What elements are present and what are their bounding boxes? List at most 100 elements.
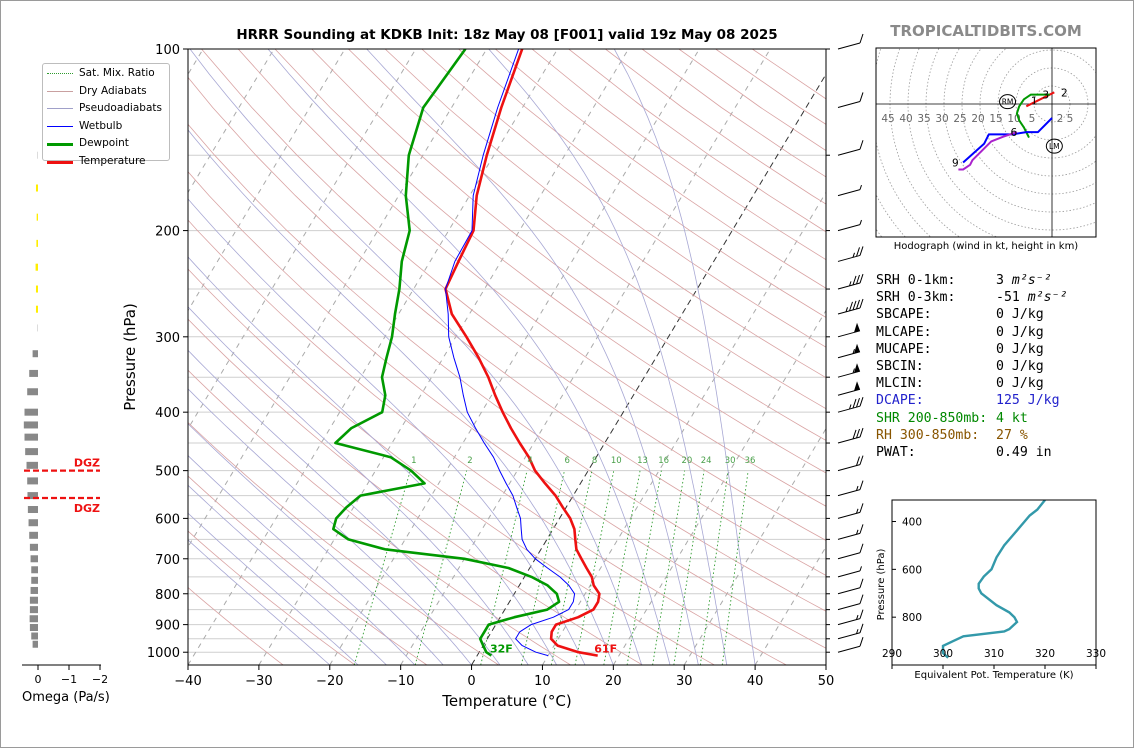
dry-adiabat	[188, 123, 826, 612]
stat-value: 125 J/kg	[996, 393, 1060, 409]
stat-row: SRH 0-3km: -51 m²s⁻²	[876, 289, 1106, 306]
mixing-ratio-label: 30	[725, 456, 736, 466]
hodo-trace	[1015, 93, 1050, 138]
barb-staff	[837, 148, 861, 156]
stat-value: 0 J/kg	[996, 358, 1044, 374]
stat-value: 4 kt	[996, 410, 1028, 426]
y-axis-label: Pressure (hPa)	[121, 303, 139, 411]
y-tick-label: 100	[155, 43, 180, 58]
mixing-ratio-label: 2	[467, 456, 472, 466]
hodo-ring-label: 45	[881, 113, 894, 125]
stat-row: SRH 0-1km: 3 m²s⁻²	[876, 272, 1106, 289]
barb-full	[852, 300, 857, 311]
barb-half	[856, 629, 859, 634]
barb-flag	[854, 363, 860, 373]
legend-swatch	[47, 73, 73, 74]
wind-barb	[837, 363, 861, 378]
wind-barb	[837, 637, 864, 653]
hodo-height-label: 2	[1061, 87, 1068, 99]
wind-barb	[837, 480, 864, 497]
theta-e-x-label: Equivalent Pot. Temperature (K)	[914, 670, 1073, 681]
x-tick-label: 40	[747, 674, 764, 689]
mixing-ratio-line	[574, 470, 615, 665]
wind-barb	[837, 566, 862, 578]
omega-bar	[35, 184, 38, 192]
pseudo-adiabat	[188, 129, 614, 665]
stat-label: SRH 0-1km:	[876, 273, 956, 288]
hodo-frame	[875, 47, 1097, 238]
stat-value: 3 m²s⁻²	[996, 273, 1052, 288]
stat-label: SHR 200-850mb:	[876, 410, 988, 426]
barb-staff	[837, 632, 861, 640]
wind-barb	[837, 578, 864, 595]
mixing-ratio-line	[721, 470, 749, 665]
omega-tick-label: −1	[61, 673, 77, 686]
mixing-ratio-line	[699, 470, 729, 665]
stat-label: SBCAPE:	[876, 307, 932, 323]
x-tick-label: −20	[316, 674, 343, 689]
barb-full	[856, 274, 860, 285]
stat-row: RH 300-850mb: 27 %	[876, 427, 1106, 444]
skew-t-plot-area	[188, 49, 826, 665]
hodo-ring-label: 5	[1067, 113, 1074, 125]
y-tick-label: 200	[155, 225, 180, 240]
wind-barb	[837, 273, 864, 290]
barb-flag	[854, 343, 860, 354]
barb-full	[859, 524, 864, 534]
stat-row: DCAPE: 125 J/kg	[876, 392, 1106, 409]
legend-item: Dewpoint	[43, 135, 169, 153]
wind-barb	[837, 184, 862, 197]
barb-full	[859, 397, 864, 407]
pseudo-adiabat	[189, 49, 643, 665]
mixing-ratio-label: 8	[592, 456, 597, 466]
omega-bar	[37, 151, 38, 159]
dry-adiabat	[188, 586, 284, 665]
pseudo-adiabat	[188, 455, 416, 665]
barb-full	[856, 247, 860, 257]
stat-label: MLCAPE:	[876, 324, 932, 340]
barb-full	[859, 594, 864, 604]
omega-bar	[35, 285, 38, 293]
barb-flag	[854, 322, 860, 333]
hodo-ring-label: 25	[953, 113, 966, 125]
hodo-marker	[1045, 138, 1063, 154]
omega-bar	[30, 586, 38, 594]
y-tick-label: 1000	[147, 646, 180, 661]
hodo-height-label: 1	[1031, 95, 1038, 107]
barb-staff	[837, 570, 861, 578]
barb-full	[852, 398, 857, 409]
pseudo-adiabat	[613, 49, 756, 665]
legend-item: Dry Adiabats	[43, 83, 169, 101]
barb-staff	[837, 189, 861, 197]
pseudo-adiabat	[366, 49, 699, 665]
pseudo-adiabat	[188, 349, 501, 665]
legend-label: Dry Adiabats	[79, 84, 147, 97]
barb-full	[856, 428, 860, 439]
wind-barb	[837, 609, 864, 626]
mixing-ratio-label: 36	[745, 456, 756, 466]
theta-e-x-tick-label: 300	[933, 648, 953, 660]
barb-full	[859, 455, 864, 465]
hodo-trace	[958, 131, 1018, 171]
theta-e-y-tick-label: 400	[902, 517, 922, 529]
barb-staff	[837, 282, 861, 290]
y-tick-label: 800	[155, 588, 180, 603]
stat-row: MUCAPE: 0 J/kg	[876, 341, 1106, 358]
omega-bar	[24, 408, 38, 416]
mixing-ratio-line	[550, 470, 593, 665]
barb-staff	[837, 645, 861, 653]
x-tick-label: 20	[605, 674, 622, 689]
surface-dewpoint-label: 32F	[490, 643, 513, 656]
barb-staff	[837, 511, 861, 519]
omega-axis-label: Omega (Pa/s)	[22, 690, 110, 705]
barb-full	[859, 609, 864, 619]
omega-bar	[29, 615, 38, 623]
legend-label: Wetbulb	[79, 119, 123, 132]
wind-barb	[837, 427, 864, 444]
omega-bar	[31, 632, 38, 640]
barb-half	[856, 614, 859, 620]
pseudo-adiabat	[488, 49, 728, 665]
barb-full	[859, 578, 864, 588]
barb-full	[849, 301, 853, 312]
barb-half	[859, 184, 862, 190]
